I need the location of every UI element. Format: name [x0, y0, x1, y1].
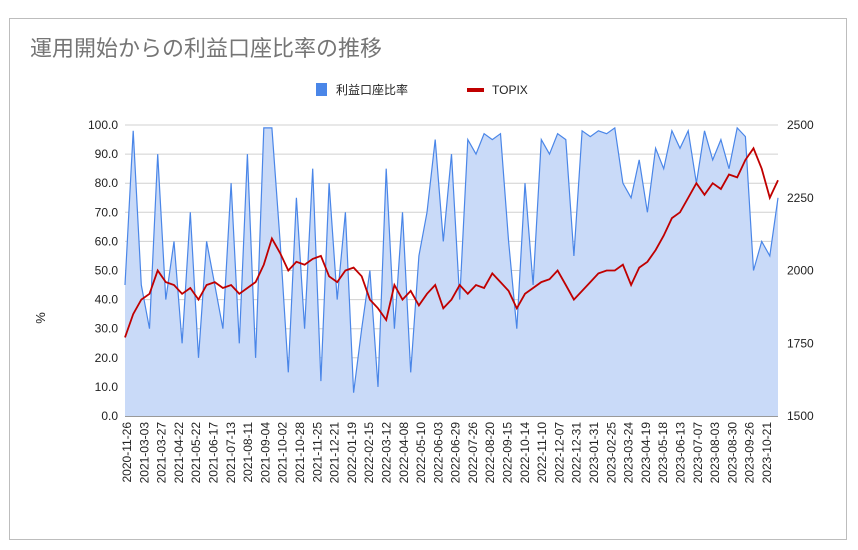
- x-tick-label: 2023-10-21: [760, 422, 774, 484]
- x-tick-label: 2023-04-19: [639, 422, 653, 484]
- y2-tick-label: 1750: [787, 336, 814, 350]
- x-tick-label: 2021-09-04: [258, 422, 272, 484]
- x-tick-label: 2022-03-12: [379, 422, 393, 484]
- x-tick-label: 2022-08-20: [483, 422, 497, 484]
- y2-tick-label: 1500: [787, 409, 814, 423]
- x-tick-label: 2022-11-10: [535, 422, 549, 483]
- ratio-area: [125, 127, 778, 417]
- x-tick-label: 2022-09-15: [501, 422, 515, 484]
- x-tick-label: 2021-03-03: [137, 422, 151, 484]
- x-tick-label: 2021-08-11: [241, 422, 255, 483]
- y2-tick-label: 2250: [787, 191, 814, 205]
- x-tick-label: 2021-11-25: [310, 422, 324, 483]
- x-tick-label: 2021-10-02: [276, 422, 290, 484]
- legend: 利益口座比率 TOPIX: [316, 82, 528, 97]
- x-tick-label: 2023-05-18: [656, 422, 670, 484]
- x-tick-label: 2022-06-03: [431, 422, 445, 484]
- y-tick-label: 20.0: [95, 351, 119, 365]
- legend-label-topix: TOPIX: [492, 83, 528, 97]
- x-tick-label: 2021-06-17: [206, 422, 220, 484]
- x-tick-label: 2022-07-26: [466, 422, 480, 484]
- legend-label-ratio: 利益口座比率: [336, 82, 408, 97]
- x-tick-label: 2022-02-15: [362, 422, 376, 484]
- y-tick-label: 60.0: [95, 234, 119, 248]
- y-tick-label: 30.0: [95, 322, 119, 336]
- x-tick-label: 2021-05-22: [189, 422, 203, 484]
- legend-swatch-topix: [467, 88, 484, 92]
- x-tick-label: 2023-07-07: [691, 422, 705, 484]
- legend-swatch-ratio: [316, 83, 327, 96]
- x-tick-label: 2021-04-22: [172, 422, 186, 484]
- y2-tick-label: 2500: [787, 118, 814, 132]
- x-tick-label: 2023-03-24: [622, 422, 636, 484]
- x-tick-label: 2023-08-30: [725, 422, 739, 484]
- x-tick-label: 2021-07-13: [224, 422, 238, 484]
- ratio-line: [124, 126, 779, 393]
- chart-frame: [9, 18, 847, 540]
- x-tick-label: 2022-05-10: [414, 422, 428, 484]
- y-tick-label: 40.0: [95, 293, 119, 307]
- y2-tick-label: 2000: [787, 264, 814, 278]
- x-tick-label: 2021-12-21: [328, 422, 342, 484]
- chart-title: 運用開始からの利益口座比率の推移: [30, 36, 382, 61]
- x-tick-label: 2021-10-28: [293, 422, 307, 484]
- x-tick-label: 2022-01-19: [345, 422, 359, 484]
- x-tick-label: 2023-02-25: [604, 422, 618, 484]
- y-tick-label: 90.0: [95, 147, 119, 161]
- y-tick-label: 0.0: [101, 409, 118, 423]
- x-tick-label: 2021-03-27: [155, 422, 169, 484]
- x-tick-label: 2022-10-14: [518, 422, 532, 484]
- x-tick-label: 2023-08-03: [708, 422, 722, 484]
- x-tick-label: 2023-09-26: [743, 422, 757, 484]
- topix-line: [124, 146, 779, 338]
- x-tick-label: 2022-12-07: [552, 422, 566, 484]
- y-tick-label: 50.0: [95, 264, 119, 278]
- x-tick-label: 2020-11-26: [120, 422, 134, 483]
- y-tick-label: 70.0: [95, 205, 119, 219]
- x-tick-label: 2023-06-13: [674, 422, 688, 484]
- x-tick-label: 2022-12-31: [570, 422, 584, 484]
- y-tick-label: 100.0: [88, 118, 118, 132]
- x-tick-label: 2023-01-31: [587, 422, 601, 484]
- x-tick-label: 2022-04-08: [397, 422, 411, 484]
- y-axis-label: %: [33, 312, 48, 324]
- y-tick-label: 10.0: [95, 380, 119, 394]
- y-tick-label: 80.0: [95, 176, 119, 190]
- x-tick-label: 2022-06-29: [449, 422, 463, 484]
